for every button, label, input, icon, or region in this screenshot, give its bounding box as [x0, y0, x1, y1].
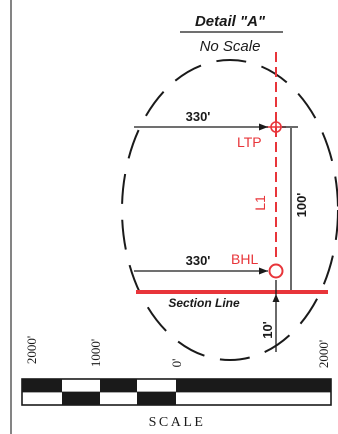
- bhl-dimension-arrow: [259, 267, 268, 275]
- ltp-dimension-arrow: [259, 123, 268, 131]
- bhl-dimension-label: 330': [186, 253, 211, 268]
- bhl-marker: [268, 263, 284, 279]
- section-dimension-arrow: [272, 294, 280, 302]
- lateral-label: L1: [252, 195, 268, 211]
- section-dimension-label: 10': [260, 321, 275, 339]
- ltp-dimension-label: 330': [186, 109, 211, 124]
- scale-tick-0: 0': [169, 359, 184, 368]
- scale-tick-2000-right: 2000': [316, 340, 331, 368]
- detail-ellipse: [121, 59, 338, 361]
- ltp-label: LTP: [237, 134, 262, 150]
- vertical-dimension-label: 100': [294, 193, 309, 218]
- bhl-label: BHL: [231, 251, 258, 267]
- scale-tick-2000-left: 2000': [24, 336, 39, 364]
- section-line-label: Section Line: [168, 296, 240, 310]
- scale-bar: [21, 378, 332, 406]
- detail-title: Detail "A": [195, 13, 266, 30]
- scale-tick-1000: 1000': [88, 339, 103, 367]
- scale-caption: SCALE: [149, 415, 206, 430]
- detail-subtitle: No Scale: [200, 38, 261, 55]
